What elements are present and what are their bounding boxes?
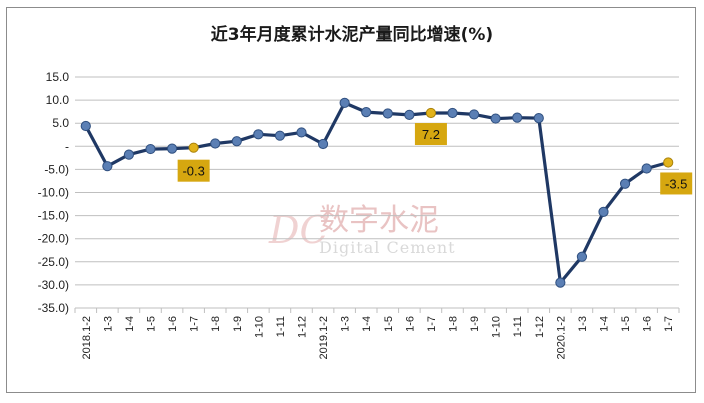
data-point — [382, 108, 393, 119]
data-label-box — [177, 159, 210, 182]
data-point — [447, 107, 458, 119]
x-tick-label: 2020.1-2 — [555, 316, 567, 359]
data-point — [231, 136, 242, 147]
x-tick-label: 1-4 — [599, 316, 611, 332]
data-point — [145, 143, 156, 155]
data-point — [576, 251, 588, 262]
y-axis: 15.0 10.0 5.0 - -5.0) -10.0) -15.0) -20.0) -25.0… — [38, 70, 70, 315]
data-point — [339, 97, 350, 108]
x-tick-label: 1-8 — [448, 316, 460, 332]
series-path — [84, 101, 669, 285]
data-point — [102, 161, 113, 172]
chart-frame: 近3年月度累计水泥产量同比增速(%) DC 数字水泥 Digital Cemen… — [6, 7, 696, 393]
data-point — [490, 113, 501, 124]
data-label-box — [660, 172, 693, 195]
data-point — [253, 129, 264, 140]
watermark: DC 数字水泥 Digital Cement — [268, 203, 456, 257]
data-point — [468, 109, 480, 120]
x-tick-label: 1-3 — [577, 316, 589, 332]
data-point — [188, 142, 199, 153]
data-point — [598, 206, 609, 218]
data-point — [404, 109, 415, 120]
y-tick-label: -10.0) — [38, 186, 69, 200]
x-tick-label: 1-5 — [620, 316, 632, 332]
x-axis: 2018.1-2 1-3 1-4 1-5 1-6 1-7 1-8 1-9 1-10 1-11 1-1… — [74, 308, 680, 359]
data-point — [274, 130, 286, 141]
data-label: -0.3 — [182, 164, 204, 179]
y-tick-label: -20.0) — [38, 232, 69, 246]
y-tick-label: -25.0) — [38, 255, 69, 269]
y-tick-label: -5.0) — [44, 162, 69, 176]
x-tick-label: 1-9 — [232, 316, 244, 332]
series-line — [84, 101, 669, 285]
data-point — [425, 107, 437, 119]
x-tick-label: 1-3 — [340, 316, 352, 332]
y-tick-label: -35.0) — [38, 301, 69, 315]
data-point — [361, 107, 372, 118]
data-label: -3.5 — [665, 176, 687, 191]
x-tick-label: 1-6 — [642, 316, 654, 332]
data-point — [663, 157, 674, 168]
data-point — [317, 138, 329, 150]
x-tick-label: 1-5 — [383, 316, 395, 332]
data-point — [166, 143, 178, 154]
data-point — [641, 163, 652, 174]
y-tick-label: -15.0) — [38, 209, 69, 223]
line-chart: 近3年月度累计水泥产量同比增速(%) DC 数字水泥 Digital Cemen… — [38, 24, 693, 359]
x-tick-label: 1-4 — [361, 316, 373, 332]
data-label-box — [414, 123, 447, 146]
x-tick-label: 1-11 — [275, 316, 287, 337]
x-tick-label: 1-3 — [102, 316, 114, 332]
x-tick-label: 2019.1-2 — [318, 316, 330, 359]
x-tick-label: 1-10 — [491, 316, 503, 338]
x-tick-label: 1-8 — [210, 316, 222, 332]
x-tick-label: 1-12 — [297, 316, 309, 338]
chart-title: 近3年月度累计水泥产量同比增速(%) — [211, 24, 493, 45]
x-tick-label: 1-11 — [512, 316, 524, 337]
data-point — [533, 113, 544, 124]
x-tick-label: 1-5 — [146, 316, 158, 332]
x-tick-label: 1-9 — [469, 316, 481, 332]
y-tick-label: 15.0 — [46, 70, 70, 84]
x-tick-label: 2018.1-2 — [81, 316, 93, 359]
data-point — [123, 149, 135, 160]
x-tick-label: 1-4 — [124, 316, 136, 332]
x-tick-label: 1-12 — [534, 316, 546, 338]
x-tick-label: 1-7 — [189, 316, 201, 332]
x-tick-label: 1-7 — [426, 316, 438, 332]
x-tick-label: 1-7 — [663, 316, 675, 332]
x-tick-label: 1-6 — [404, 316, 416, 332]
data-point — [619, 178, 631, 189]
data-point — [555, 277, 566, 288]
watermark-english: Digital Cement — [319, 238, 456, 257]
data-labels: -0.3 7.2 -3.5 — [177, 123, 693, 195]
y-tick-label: 10.0 — [46, 93, 70, 107]
data-point — [80, 120, 91, 132]
data-points — [80, 97, 674, 288]
y-tick-label: 5.0 — [52, 116, 69, 130]
watermark-chinese: 数字水泥 — [319, 203, 439, 238]
x-tick-label: 1-10 — [253, 316, 265, 338]
data-label: 7.2 — [422, 127, 440, 142]
x-tick-label: 1-6 — [167, 316, 179, 332]
y-tick-label: -30.0) — [38, 278, 69, 292]
data-point — [512, 112, 523, 123]
y-tick-label: - — [65, 139, 69, 153]
data-point — [296, 127, 307, 138]
data-point — [210, 138, 221, 149]
